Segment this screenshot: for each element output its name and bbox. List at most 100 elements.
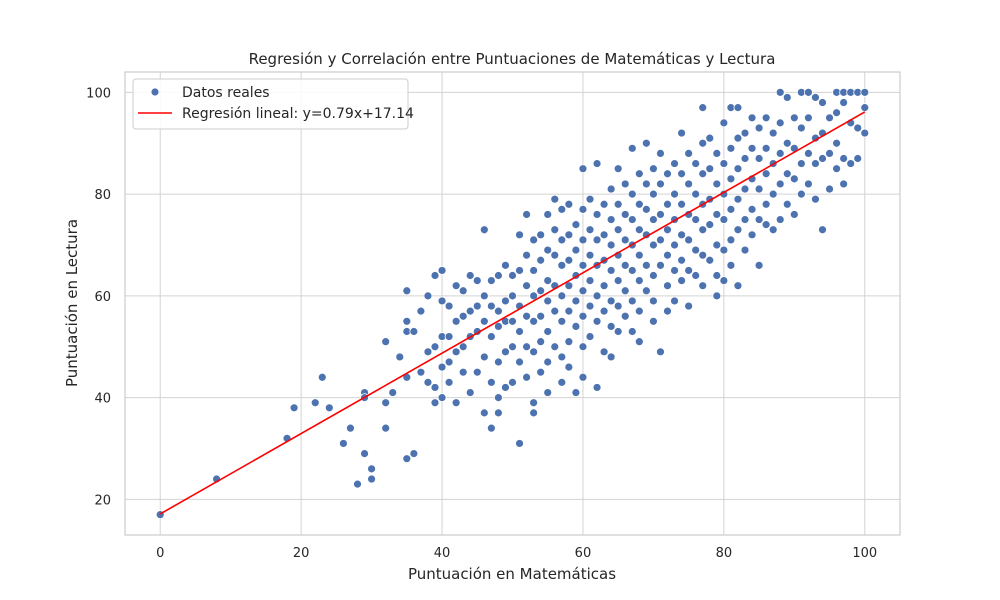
data-point — [416, 367, 426, 377]
data-point — [508, 342, 517, 352]
data-point — [585, 194, 595, 204]
data-point — [768, 128, 778, 138]
data-point — [465, 271, 475, 280]
data-point — [613, 301, 623, 311]
data-point — [360, 449, 369, 458]
data-point — [606, 296, 616, 306]
scatter-points — [155, 87, 870, 520]
data-point — [825, 149, 834, 158]
data-point — [557, 316, 567, 326]
data-point — [634, 199, 644, 209]
data-point — [860, 128, 870, 138]
regression-line — [159, 111, 866, 515]
data-point — [649, 215, 658, 224]
data-point — [853, 154, 863, 163]
data-point — [606, 184, 616, 194]
y-tick-label: 80 — [94, 188, 111, 203]
data-point — [649, 164, 658, 174]
data-point — [747, 204, 757, 214]
data-point — [712, 179, 722, 189]
data-point — [578, 372, 588, 382]
data-point — [599, 199, 609, 209]
data-point — [698, 103, 708, 113]
data-point — [557, 235, 567, 245]
data-point — [754, 123, 764, 133]
data-point — [585, 332, 595, 341]
data-point — [465, 306, 475, 316]
data-point — [649, 240, 658, 250]
data-point — [430, 398, 440, 408]
data-point — [705, 133, 715, 143]
data-point — [543, 276, 553, 286]
data-point — [557, 260, 567, 270]
data-point — [486, 423, 496, 433]
data-point — [451, 281, 461, 291]
data-point — [818, 98, 827, 107]
data-point — [641, 138, 651, 148]
data-point — [501, 260, 510, 270]
data-point — [684, 301, 694, 311]
data-point — [423, 377, 433, 387]
data-point — [656, 260, 665, 270]
data-point — [684, 235, 694, 245]
data-point — [529, 291, 539, 301]
data-point — [733, 225, 743, 235]
data-point — [677, 230, 686, 240]
data-point — [747, 230, 757, 240]
data-point — [578, 260, 588, 270]
data-point — [458, 342, 468, 352]
data-point — [310, 398, 320, 408]
data-point — [684, 179, 694, 189]
data-point — [529, 316, 539, 326]
data-point — [409, 449, 419, 458]
data-point — [613, 164, 623, 174]
data-point — [775, 149, 785, 158]
data-point — [367, 464, 376, 474]
data-point — [451, 347, 461, 357]
data-point — [402, 286, 412, 296]
data-point — [860, 87, 870, 97]
data-point — [599, 347, 609, 357]
data-point — [818, 154, 827, 163]
data-point — [564, 255, 574, 265]
data-point — [437, 266, 447, 275]
data-point — [761, 143, 771, 153]
legend-box — [132, 78, 409, 130]
data-point — [472, 301, 482, 311]
data-point — [479, 408, 489, 418]
data-point — [691, 189, 701, 199]
data-point — [613, 276, 623, 286]
data-point — [839, 154, 849, 163]
data-point — [825, 113, 834, 123]
data-point — [782, 93, 792, 102]
data-point — [317, 372, 327, 382]
data-point — [677, 128, 686, 138]
x-tick-label: 20 — [293, 546, 310, 561]
data-point — [606, 266, 616, 275]
data-point — [754, 184, 764, 194]
data-point — [550, 194, 560, 204]
data-point — [536, 230, 546, 240]
data-point — [747, 143, 757, 153]
data-point — [754, 260, 764, 270]
data-point — [606, 240, 616, 250]
data-point — [663, 306, 672, 316]
data-point — [557, 204, 567, 214]
y-tick-label: 60 — [94, 290, 111, 305]
data-point — [670, 266, 679, 275]
data-point — [494, 393, 503, 403]
data-point — [663, 199, 672, 209]
data-point — [733, 133, 743, 143]
plot-frame — [124, 71, 901, 536]
data-point — [832, 108, 841, 118]
data-point — [705, 164, 715, 174]
data-point — [613, 327, 623, 336]
data-point — [599, 281, 609, 291]
data-point — [656, 347, 665, 357]
data-point — [620, 311, 630, 321]
legend-label-regression: Regresión lineal: y=0.79x+17.14 — [182, 106, 414, 122]
data-point — [430, 342, 440, 352]
data-point — [486, 332, 496, 341]
data-point — [719, 159, 729, 168]
data-point — [515, 439, 524, 448]
